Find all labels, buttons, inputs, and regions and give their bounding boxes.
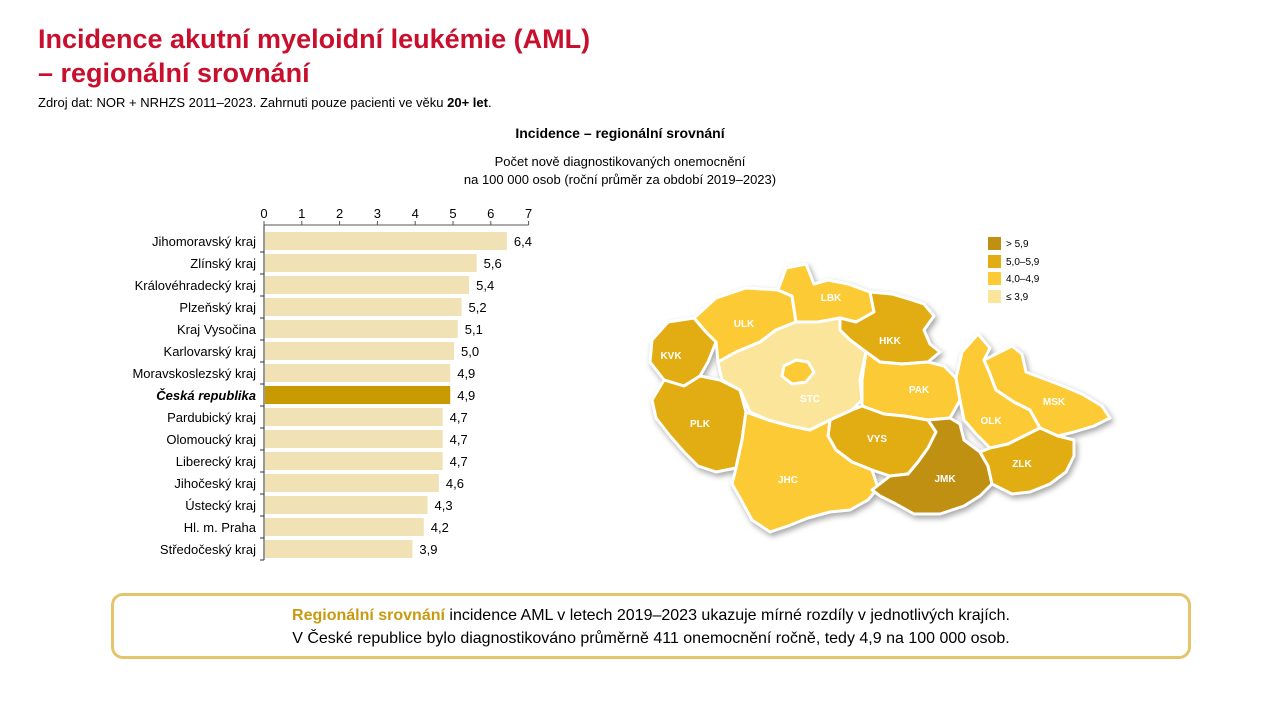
bar (265, 452, 443, 470)
page-title-line2: – regionální srovnání (38, 58, 310, 88)
category-label: Středočeský kraj (160, 542, 256, 557)
category-label: Hl. m. Praha (184, 520, 257, 535)
category-label: Pardubický kraj (167, 410, 256, 425)
map-label-olk: OLK (980, 416, 1002, 427)
summary-line1: Regionální srovnání incidence AML v lete… (114, 604, 1188, 627)
x-tick-label: 6 (487, 206, 494, 221)
value-label: 4,9 (457, 388, 475, 403)
map-label-jmk: JMK (934, 474, 956, 485)
chart-subtitle-line2: na 100 000 osob (roční průměr za období … (463, 172, 777, 187)
value-label: 5,4 (476, 278, 494, 293)
category-label: Karlovarský kraj (164, 344, 257, 359)
summary-box: Regionální srovnání incidence AML v lete… (111, 593, 1191, 659)
legend-label-40-49: 4,0–4,9 (1006, 274, 1040, 285)
value-label: 4,7 (450, 454, 468, 469)
bar (265, 430, 443, 448)
x-tick-label: 7 (525, 206, 532, 221)
category-label: Česká republika (156, 388, 256, 403)
legend-swatch-50-59 (988, 255, 1001, 268)
map-label-vys: VYS (867, 434, 887, 445)
value-label: 5,6 (484, 256, 502, 271)
map-label-hkk: HKK (879, 336, 901, 347)
bar (265, 518, 424, 536)
bar (265, 232, 507, 250)
bar (265, 276, 470, 294)
x-tick-label: 3 (374, 206, 381, 221)
legend-label-50-59: 5,0–5,9 (1006, 257, 1040, 268)
x-tick-label: 4 (412, 206, 419, 221)
chart-subtitle-line1: Počet nově diagnostikovaných onemocnění (494, 154, 746, 169)
bar (265, 342, 454, 360)
legend-swatch-40-49 (988, 272, 1001, 285)
value-label: 4,2 (431, 520, 449, 535)
source-age-limit: 20+ let (447, 95, 488, 110)
map-label-ulk: ULK (734, 319, 755, 330)
x-tick-label: 2 (336, 206, 343, 221)
category-label: Kraj Vysočina (177, 322, 257, 337)
x-tick-label: 1 (298, 206, 305, 221)
value-label: 5,2 (469, 300, 487, 315)
value-label: 4,7 (450, 432, 468, 447)
chart-subtitle: Počet nově diagnostikovaných onemocnění … (360, 153, 880, 189)
bar (265, 254, 477, 272)
category-label: Jihomoravský kraj (152, 234, 256, 249)
summary-line1-text: incidence AML v letech 2019–2023 ukazuje… (444, 607, 1010, 624)
value-label: 4,6 (446, 476, 464, 491)
value-label: 4,3 (435, 498, 453, 513)
page-title-line1: Incidence akutní myeloidní leukémie (AML… (38, 24, 591, 54)
x-tick-label: 0 (260, 206, 267, 221)
summary-line2: V České republice bylo diagnostikováno p… (292, 630, 1010, 647)
category-label: Královéhradecký kraj (135, 278, 256, 293)
map-label-lbk: LBK (821, 293, 842, 304)
map-region-pha (780, 358, 816, 386)
bar (265, 474, 439, 492)
legend-label-le39: ≤ 3,9 (1006, 292, 1029, 303)
map-label-zlk: ZLK (1012, 459, 1032, 470)
category-label: Olomoucký kraj (166, 432, 256, 447)
value-label: 5,1 (465, 322, 483, 337)
map-label-msk: MSK (1043, 397, 1066, 408)
bar (265, 540, 413, 558)
value-label: 6,4 (514, 234, 532, 249)
bar (265, 408, 443, 426)
legend-label-gt59: > 5,9 (1006, 239, 1029, 250)
map-region-zlk (978, 426, 1076, 496)
category-label: Zlínský kraj (190, 256, 256, 271)
bar (265, 496, 428, 514)
chart-title: Incidence – regionální srovnání (515, 125, 725, 141)
map-region-jhc (730, 410, 880, 534)
value-label: 4,7 (450, 410, 468, 425)
map-region-jmk (870, 416, 994, 516)
data-source-note: Zdroj dat: NOR + NRHZS 2011–2023. Zahrnu… (38, 95, 492, 110)
map-label-jhc: JHC (778, 475, 798, 486)
map-legend: > 5,9 5,0–5,9 4,0–4,9 ≤ 3,9 (988, 237, 1040, 303)
map-label-plk: PLK (690, 419, 711, 430)
source-prefix: Zdroj dat: NOR + NRHZS 2011–2023. Zahrnu… (38, 95, 448, 110)
incidence-bar-chart: 0 1 2 3 4 5 6 7 Jihomoravský kraj 6,4 Zlínský kraj… (132, 206, 532, 561)
source-suffix: . (487, 95, 492, 110)
bar (265, 320, 458, 338)
summary-highlight: Regionální srovnání (292, 607, 445, 624)
category-label: Liberecký kraj (176, 454, 256, 469)
category-label: Ústecký kraj (185, 498, 256, 513)
legend-swatch-gt59 (988, 237, 1001, 250)
value-label: 4,9 (457, 366, 475, 381)
value-label: 3,9 (419, 542, 437, 557)
page-title: Incidence akutní myeloidní leukémie (AML… (38, 22, 590, 90)
map-label-stc: STC (800, 394, 820, 405)
map-region-msk (982, 344, 1112, 438)
category-label: Moravskoslezský kraj (132, 366, 256, 381)
map-label-pak: PAK (909, 385, 930, 396)
map-region-kvk (648, 316, 718, 388)
region-choropleth-map: KVK ULK LBK HKK PLK STC PAK OLK MSK VYS … (648, 237, 1112, 534)
bar (265, 364, 451, 382)
category-label: Plzeňský kraj (179, 300, 256, 315)
bar (265, 298, 462, 316)
value-label: 5,0 (461, 344, 479, 359)
legend-swatch-le39 (988, 290, 1001, 303)
bar (265, 386, 451, 404)
category-label: Jihočeský kraj (174, 476, 256, 491)
map-label-kvk: KVK (660, 351, 682, 362)
x-tick-label: 5 (449, 206, 456, 221)
